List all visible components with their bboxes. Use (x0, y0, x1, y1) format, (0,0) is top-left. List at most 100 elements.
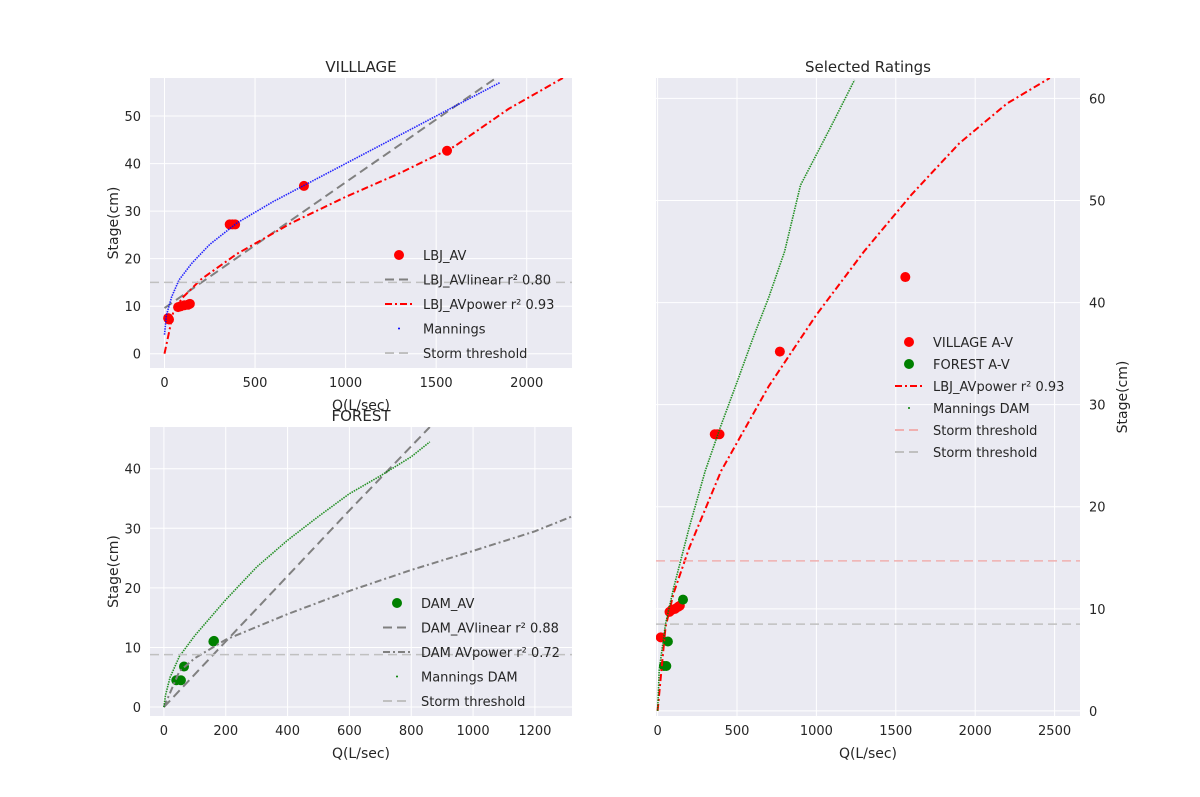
village-x-axis-label: Q(L/sec) (332, 398, 390, 414)
x-tick-label: 500 (725, 724, 750, 739)
selected-title: Selected Ratings (805, 58, 931, 76)
y-tick-label: 20 (124, 582, 141, 597)
x-tick-label: 2000 (510, 376, 543, 391)
selected-series-3-mannings-curve (656, 79, 856, 711)
selected-series-0-point (900, 272, 911, 283)
x-tick-label: 1000 (457, 724, 490, 739)
village-series-3-mannings-curve (163, 82, 500, 335)
forest-data (150, 427, 572, 708)
legend-marker (908, 407, 910, 409)
y-tick-label: 30 (124, 205, 141, 220)
village-legend: LBJ_AV LBJ_AVlinear r² 0.80 LBJ_AVpower r²… (385, 249, 554, 362)
legend-label: Mannings DAM (421, 671, 518, 686)
legend-label: FOREST A-V (933, 358, 1010, 373)
forest-title: FOREST (331, 407, 391, 425)
x-tick-label: 200 (213, 724, 238, 739)
selected-series-0-point (774, 346, 785, 357)
village-grid (150, 78, 572, 368)
village-series-2-line (163, 78, 564, 354)
x-tick-label: 500 (243, 376, 268, 391)
selected-legend: VILLAGE A-V FOREST A-V LBJ_AVpower r² 0.93… (895, 336, 1064, 461)
legend-label: Storm threshold (423, 347, 527, 362)
legend-label: VILLAGE A-V (933, 336, 1013, 351)
x-tick-label: 600 (337, 724, 362, 739)
legend-label: Storm threshold (933, 424, 1037, 439)
legend-marker (396, 675, 398, 678)
selected-series-1-point (662, 636, 673, 647)
legend-marker (904, 359, 914, 369)
y-tick-label: 20 (124, 253, 141, 268)
x-tick-label: 1500 (879, 724, 912, 739)
selected-plot-area (656, 78, 1080, 716)
y-tick-label: 40 (124, 158, 141, 173)
forest-grid (150, 427, 572, 716)
x-tick-label: 0 (160, 724, 168, 739)
selected-series-1-point (677, 594, 688, 605)
village-series-0-point (184, 298, 195, 309)
selected-grid (656, 78, 1080, 716)
x-tick-label: 0 (160, 376, 168, 391)
village-chart: 0 500 1000 1500 2000 0 10 20 30 40 50 VILLLAGE Q(L… (106, 58, 572, 414)
village-y-axis-label: Stage(cm) (106, 187, 122, 260)
x-tick-label: 1000 (329, 376, 362, 391)
selected-series-0-point (714, 429, 725, 440)
legend-label: Mannings DAM (933, 402, 1030, 417)
selected-series-2-line (656, 78, 1051, 711)
legend-label: LBJ_AV (423, 249, 467, 264)
y-tick-label: 10 (124, 641, 141, 656)
selected-x-axis-label: Q(L/sec) (839, 746, 897, 762)
selected-ticks: 0 500 1000 1500 2000 2500 0 10 20 30 40 50 60 (653, 92, 1105, 739)
forest-series-2-line (162, 515, 572, 708)
y-tick-label: 40 (124, 463, 141, 478)
forest-series-0-point (175, 675, 186, 686)
village-title: VILLLAGE (325, 58, 396, 76)
forest-x-axis-label: Q(L/sec) (332, 746, 390, 762)
legend-marker (392, 598, 402, 608)
y-tick-label: 10 (124, 300, 141, 315)
x-tick-label: 2000 (959, 724, 992, 739)
selected-series-1-point (661, 660, 672, 671)
forest-y-axis-label: Stage(cm) (106, 535, 122, 608)
y-tick-label: 0 (133, 348, 141, 363)
legend-marker (904, 337, 914, 347)
x-tick-label: 0 (653, 724, 661, 739)
x-tick-label: 2500 (1038, 724, 1071, 739)
y-tick-label: 20 (1089, 501, 1106, 516)
legend-label: Storm threshold (933, 446, 1037, 461)
legend-label: Storm threshold (421, 695, 525, 710)
legend-label: Mannings (423, 323, 486, 338)
forest-series-1-line (163, 427, 431, 708)
legend-label: LBJ_AVlinear r² 0.80 (423, 274, 551, 289)
x-tick-label: 1500 (420, 376, 453, 391)
selected-y-axis-label: Stage(cm) (1115, 361, 1131, 434)
y-tick-label: 50 (1089, 194, 1106, 209)
legend-label: DAM AVpower r² 0.72 (421, 646, 560, 661)
legend-label: DAM_AV (421, 597, 474, 612)
y-tick-label: 0 (1089, 705, 1097, 720)
y-tick-label: 60 (1089, 92, 1106, 107)
forest-series-0-point (208, 635, 219, 646)
forest-chart: 0 200 400 600 800 1000 1200 0 10 20 30 40 FOREST Q(… (106, 407, 572, 762)
forest-plot-area (150, 427, 572, 716)
y-tick-label: 30 (124, 522, 141, 537)
y-tick-label: 50 (124, 110, 141, 125)
forest-ticks: 0 200 400 600 800 1000 1200 0 10 20 30 40 (124, 463, 551, 739)
village-plot-area (150, 78, 572, 368)
legend-label: LBJ_AVpower r² 0.93 (423, 298, 554, 313)
village-ticks: 0 500 1000 1500 2000 0 10 20 30 40 50 (124, 110, 543, 391)
y-tick-label: 30 (1089, 399, 1106, 414)
village-series-1-line (163, 78, 497, 309)
x-tick-label: 800 (399, 724, 424, 739)
y-tick-label: 40 (1089, 297, 1106, 312)
x-tick-label: 400 (275, 724, 300, 739)
x-tick-label: 1200 (518, 724, 551, 739)
village-data (150, 78, 572, 354)
selected-data (656, 78, 1080, 711)
forest-series-3-mannings-curve (163, 441, 431, 708)
legend-label: LBJ_AVpower r² 0.93 (933, 380, 1064, 395)
x-tick-label: 1000 (800, 724, 833, 739)
forest-legend: DAM_AV DAM_AVlinear r² 0.88 DAM AVpower r²… (383, 597, 560, 710)
legend-marker (394, 250, 404, 260)
y-tick-label: 0 (133, 701, 141, 716)
